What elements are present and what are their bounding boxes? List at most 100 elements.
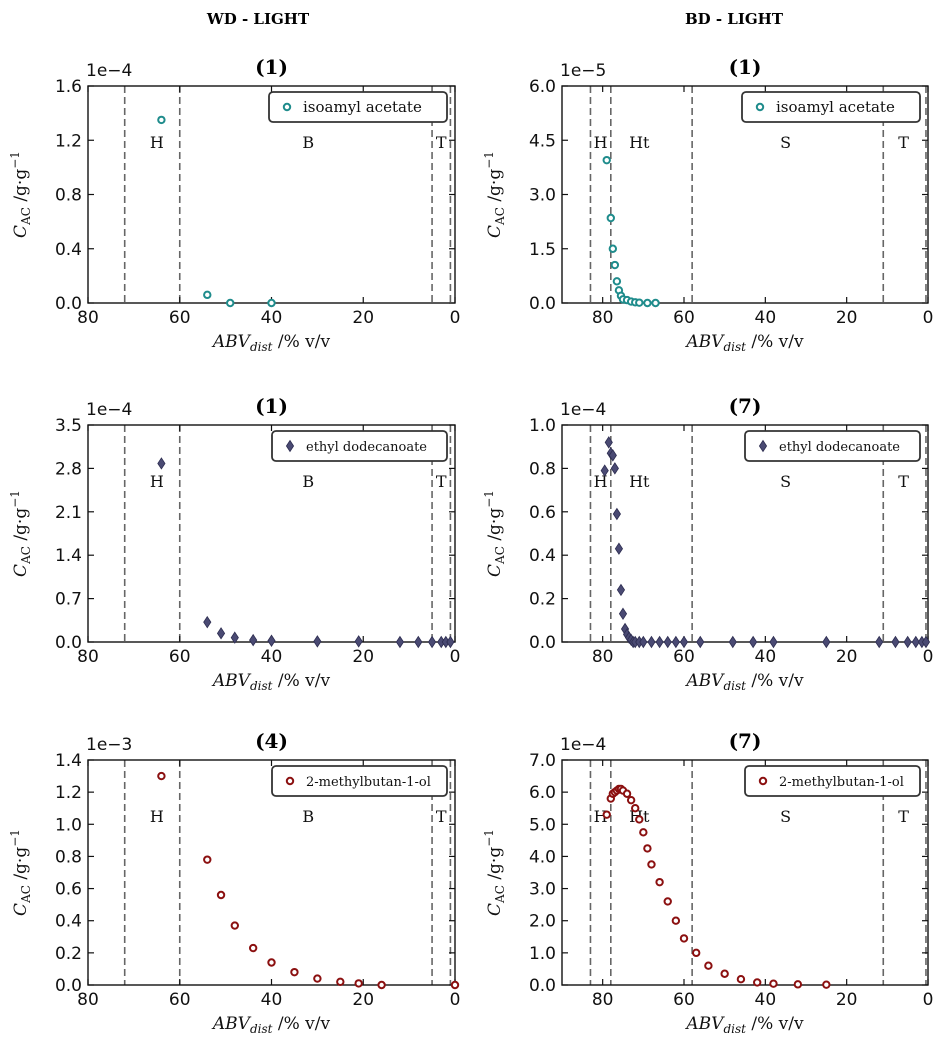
x-tick-label: 60 <box>673 308 695 328</box>
y-tick-label: 5.0 <box>529 815 556 835</box>
region-label: H <box>594 133 608 152</box>
legend-label: ethyl dodecanoate <box>779 440 900 455</box>
region-label: T <box>898 472 909 491</box>
axis-multiplier: 1e−4 <box>86 61 132 81</box>
legend-label: isoamyl acetate <box>776 98 895 116</box>
x-tick-label: 80 <box>592 990 614 1010</box>
data-point <box>647 860 656 869</box>
x-axis-label: ABVdist /% v/v <box>211 1014 331 1036</box>
region-label: H <box>594 472 608 491</box>
y-tick-label: 3.5 <box>55 416 82 436</box>
data-point <box>290 967 299 977</box>
y-tick-label: 0.0 <box>55 976 82 996</box>
data-point <box>216 890 226 900</box>
region-label: H <box>150 133 164 152</box>
x-tick-label: 40 <box>261 647 283 667</box>
y-tick-label: 0.4 <box>55 912 82 932</box>
data-point <box>671 635 680 649</box>
y-tick-label: 1.6 <box>55 77 82 97</box>
y-tick-label: 0.0 <box>529 294 556 314</box>
data-point <box>655 635 664 649</box>
data-point <box>336 977 345 986</box>
data-point <box>618 607 628 621</box>
data-point <box>635 815 644 824</box>
data-point <box>639 635 648 649</box>
y-tick-label: 4.5 <box>529 131 556 151</box>
region-label: S <box>780 133 791 152</box>
y-tick-label: 1.0 <box>529 944 556 964</box>
y-tick-label: 0.2 <box>55 944 82 964</box>
data-point <box>313 974 322 983</box>
y-tick-label: 4.0 <box>529 847 556 867</box>
y-tick-label: 0.7 <box>55 590 82 610</box>
data-point <box>230 631 239 644</box>
x-axis-label: ABVdist /% v/v <box>211 332 331 354</box>
data-point <box>313 635 322 648</box>
data-point <box>610 260 620 270</box>
x-tick-label: 60 <box>169 308 191 328</box>
panel-title: (1) <box>255 394 288 418</box>
region-label: H <box>150 807 164 826</box>
data-point <box>354 979 363 988</box>
data-point <box>377 980 386 990</box>
data-point <box>655 877 664 887</box>
data-point <box>671 916 681 925</box>
x-axis-label: ABVdist /% v/v <box>211 671 331 693</box>
y-tick-label: 2.1 <box>55 503 82 523</box>
data-point <box>612 277 622 286</box>
panel-title: (1) <box>255 55 288 79</box>
data-point <box>249 633 258 647</box>
y-tick-label: 0.4 <box>55 240 82 260</box>
region-label: H <box>150 472 164 491</box>
y-axis-label: CAC /g·g−1 <box>8 829 33 916</box>
x-tick-label: 0 <box>923 647 934 667</box>
y-axis-label: CAC /g·g−1 <box>8 151 33 238</box>
legend-box <box>741 91 921 123</box>
x-tick-label: 0 <box>450 308 461 328</box>
panel-title: (4) <box>255 729 288 753</box>
axis-multiplier: 1e−4 <box>86 400 132 420</box>
data-point <box>203 615 212 629</box>
x-tick-label: 20 <box>352 647 374 667</box>
x-tick-label: 60 <box>673 990 695 1010</box>
x-tick-label: 80 <box>77 990 99 1010</box>
x-tick-label: 40 <box>755 990 777 1010</box>
legend-box <box>744 430 921 462</box>
data-point <box>616 583 626 597</box>
region-label: T <box>436 472 447 491</box>
y-axis-label: CAC /g·g−1 <box>482 490 507 577</box>
data-point <box>753 978 762 987</box>
axis-multiplier: 1e−3 <box>86 735 132 755</box>
data-point <box>226 298 235 308</box>
x-tick-label: 20 <box>836 308 858 328</box>
y-tick-label: 0.6 <box>55 880 82 900</box>
data-point <box>663 897 672 906</box>
data-point <box>626 795 636 805</box>
chart-panel-6: (7) 1e−4 80 60 40 20 0 0.0 1.0 2.0 3.0 4.0 5.0 6.0 7.0… <box>482 729 933 1036</box>
legend-marker <box>282 102 292 112</box>
data-point <box>604 436 613 449</box>
region-label: B <box>302 472 314 491</box>
data-point <box>679 635 689 649</box>
chart-panel-4: (7) 1e−4 80 60 40 20 0 0.0 0.2 0.4 0.6 0.8 1.0 H Ht S Te… <box>482 394 933 693</box>
data-point <box>602 155 611 165</box>
region-label: T <box>898 133 909 152</box>
data-point <box>610 462 619 475</box>
data-point <box>769 979 778 988</box>
x-tick-label: 20 <box>352 990 374 1010</box>
x-tick-label: 80 <box>77 647 99 667</box>
legend: isoamyl acetate <box>741 91 921 123</box>
data-point <box>267 634 276 647</box>
data-point <box>230 921 240 930</box>
x-tick-label: 20 <box>836 990 858 1010</box>
data-point <box>248 943 258 953</box>
plot-frame <box>561 759 929 986</box>
region-label: T <box>436 807 447 826</box>
legend: 2-methylbutan-1-ol <box>271 765 448 797</box>
y-axis-label: CAC /g·g−1 <box>482 151 507 238</box>
chart-panel-2: (1) 1e−5 80 60 40 20 0 0.0 1.5 3.0 4.5 6.0 H Ht S Tisoa… <box>482 55 933 354</box>
y-tick-label: 2.8 <box>55 459 82 479</box>
y-tick-label: 0.6 <box>529 503 556 523</box>
y-tick-label: 3.0 <box>529 186 556 206</box>
data-point <box>911 635 920 649</box>
